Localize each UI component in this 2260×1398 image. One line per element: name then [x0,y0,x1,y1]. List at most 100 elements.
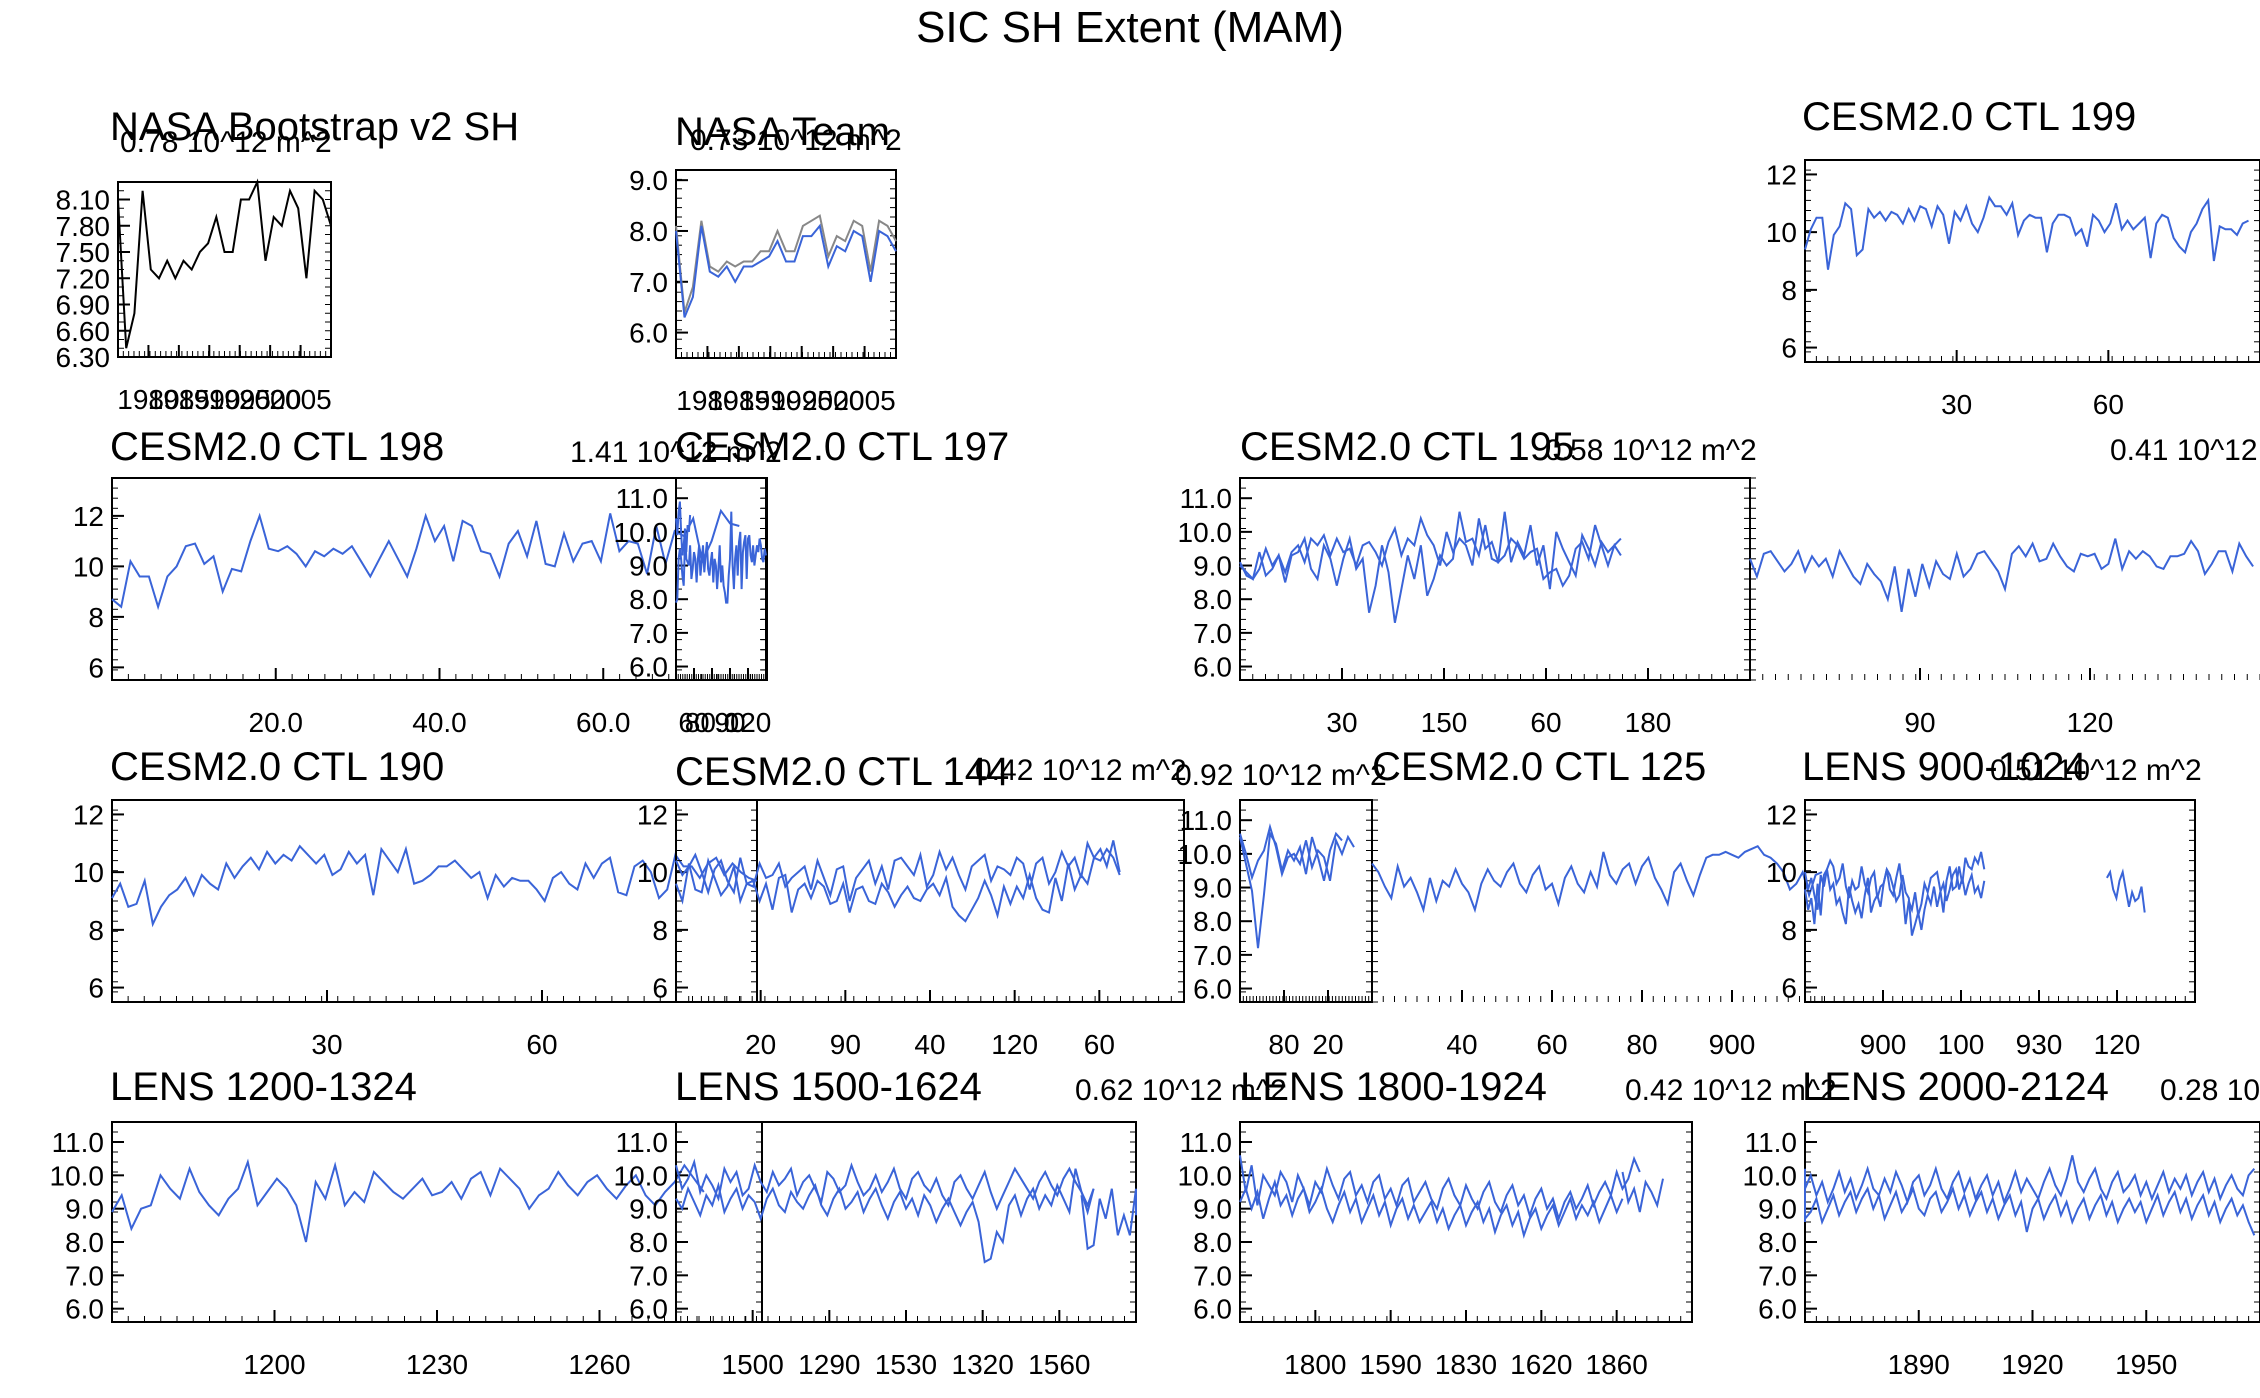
y-tick-label: 8.0 [1758,1227,1797,1258]
y-tick-label: 10.0 [1743,1160,1798,1191]
x-tick-label: 1980 [117,384,179,415]
x-tick-label: 1920 [2001,1349,2063,1380]
panel-units: 0.73 10^12 m^2 [690,124,902,157]
y-tick-label: 12 [637,799,668,830]
chart-panel: 0.92 10^12 m^2 11.010.09.08.07.06.0 80 20 [1175,759,1387,1060]
x-tick-label: 90 [1904,707,1935,738]
series-line [675,223,897,318]
y-tick-label: 8 [1781,275,1797,306]
panel-title: CESM2.0 CTL 190 [110,745,444,789]
panel-units: 0.41 10^12 [2110,434,2258,467]
x-tick-label: 900 [1709,1029,1756,1060]
x-tick-label: 120 [991,1029,1038,1060]
series-line [1804,195,2249,270]
chart-panel: LENS 2000-2124 0.28 10^12 m^2 11.010.09.08… [1743,1065,2260,1380]
x-tick-label: 60 [526,1029,557,1060]
chart-panel: LENS 1500-1624 0.62 10^12 m^211.010.09.08… [614,1065,1287,1380]
y-tick-label: 12 [1766,799,1797,830]
x-tick-label: 1980 [676,385,738,416]
y-tick-label: 6.0 [65,1294,104,1325]
y-tick-label: 12 [1766,159,1797,190]
series-line [1621,1171,1664,1213]
x-tick-label: 1990 [739,385,801,416]
series-line [1080,1188,1137,1251]
y-tick-label: 6.0 [629,318,668,349]
y-tick-label: 6.0 [629,1294,668,1325]
y-tick-label: 9.0 [629,551,668,582]
panel-units: 0.92 10^12 m^2 [1175,759,1387,792]
series-line [2106,868,2146,913]
panel-units: 0.28 10^12 m^2 [2160,1074,2260,1107]
panel-units: 1.41 10^12 m^2 [570,436,782,469]
y-tick-label: 9.0 [1193,1194,1232,1225]
y-tick-label: 8 [88,915,104,946]
x-tick-label: 1590 [1360,1349,1422,1380]
x-tick-label: 1230 [406,1349,468,1380]
chart-panel: CESM2.0 CTL 1950.58 10^12 m^2 11.010.09.0… [1178,425,1757,738]
x-tick-label: 2000 [802,385,864,416]
plot-frame [675,1121,1137,1323]
y-tick-label: 8 [652,915,668,946]
series-line [111,844,758,928]
y-tick-label: 8.0 [629,216,668,247]
chart-panel: CESM2.0 CTL 198 12 10 8 6 20.0 40.0 60.0 [73,425,768,738]
y-tick-label: 10.0 [614,517,669,548]
y-tick-label: 8.0 [1193,906,1232,937]
series-line [675,1158,1095,1212]
y-tick-label: 6 [652,973,668,1004]
x-tick-label: 1990 [178,384,240,415]
series-line [1804,1155,2256,1206]
panel-units: 0.78 10^12 m^2 [120,126,332,159]
x-tick-label: 1530 [875,1349,937,1380]
y-tick-label: 6 [88,652,104,683]
y-tick-label: 7.0 [1193,618,1232,649]
panel-title: CESM2.0 CTL 144 [675,750,1009,794]
y-tick-label: 10 [1766,217,1797,248]
y-tick-label: 8.0 [65,1227,104,1258]
x-tick-label: 30 [1941,389,1972,420]
y-tick-label: 6.60 [56,316,111,347]
panel-title: LENS 900-1024 [1802,745,2087,789]
plot-frame [1804,159,2260,363]
y-tick-label: 10 [1766,857,1797,888]
figure-title: SIC SH Extent (MAM) [916,3,1344,52]
x-tick-label: 1995 [771,385,833,416]
y-tick-label: 8.0 [629,584,668,615]
panel-title: CESM2.0 CTL 198 [110,425,444,469]
panel-title: LENS 1800-1924 [1240,1065,1547,1109]
y-tick-label: 6.0 [629,652,668,683]
y-tick-label: 10.0 [50,1160,105,1191]
x-tick-label: 1950 [2115,1349,2177,1380]
plot-frame [111,477,768,681]
series-line [675,514,692,603]
y-tick-label: 8.0 [629,1227,668,1258]
x-tick-label: 1830 [1435,1349,1497,1380]
x-tick-label: 1995 [209,384,271,415]
y-tick-label: 7.0 [629,267,668,298]
x-tick-label: 1290 [798,1349,860,1380]
y-tick-label: 6.0 [1193,1294,1232,1325]
y-tick-label: 11.0 [616,1127,668,1158]
x-tick-label: 1800 [1284,1349,1346,1380]
x-tick-label: 1560 [1028,1349,1090,1380]
y-tick-label: 7.0 [629,618,668,649]
series-line [117,178,332,349]
y-tick-label: 7.80 [56,211,111,242]
y-tick-label: 6.0 [1758,1294,1797,1325]
x-tick-label: 1985 [148,384,210,415]
y-tick-label: 11.0 [52,1127,104,1158]
x-tick-label: 40.0 [412,707,467,738]
series-line [675,839,1121,902]
x-tick-label: 100 [1938,1029,1985,1060]
y-tick-label: 9.0 [65,1194,104,1225]
x-tick-label: 1860 [1586,1349,1648,1380]
x-tick-label: 80.0 [685,707,740,738]
x-tick-label: 60 [2093,389,2124,420]
x-tick-label: 1985 [708,385,770,416]
x-tick-label: 2000 [239,384,301,415]
